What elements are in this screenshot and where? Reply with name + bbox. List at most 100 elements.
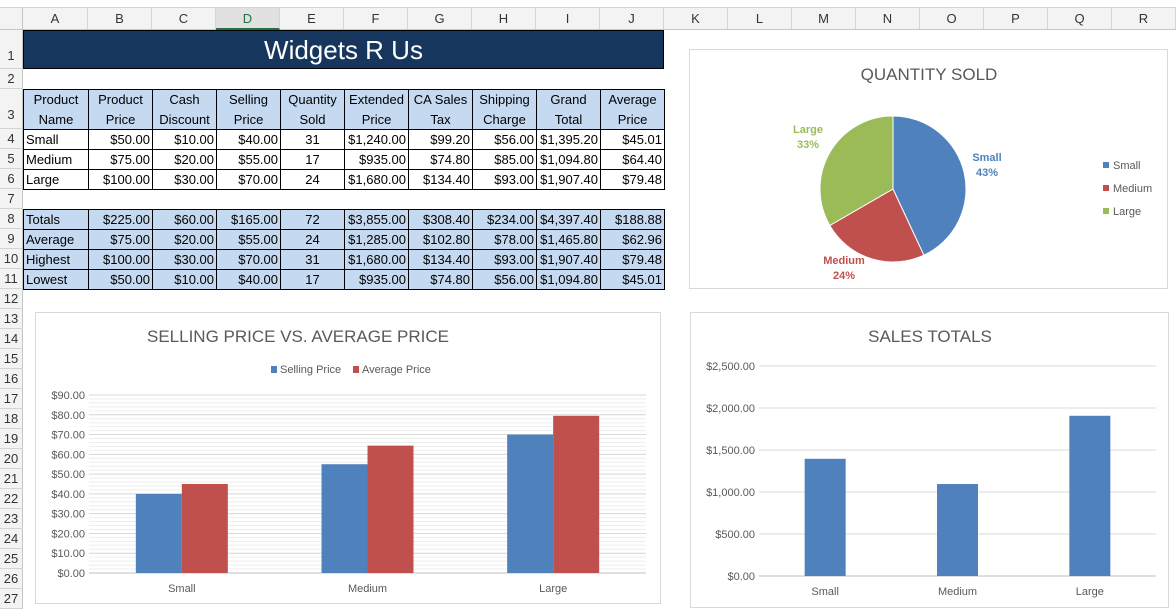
row-header-20[interactable]: 20 <box>0 449 23 469</box>
selling-vs-average-chart[interactable]: SELLING PRICE VS. AVERAGE PRICE $0.00 $10.… <box>35 312 661 604</box>
value-cell[interactable]: $62.96 <box>600 229 665 250</box>
row-header-4[interactable]: 4 <box>0 129 23 149</box>
row-header-22[interactable]: 22 <box>0 489 23 509</box>
value-cell[interactable]: $74.80 <box>408 149 473 170</box>
value-cell[interactable]: $1,094.80 <box>536 269 601 290</box>
value-cell[interactable]: $30.00 <box>152 249 217 270</box>
value-cell[interactable]: $50.00 <box>88 129 153 150</box>
column-header-N[interactable]: N <box>856 8 920 30</box>
value-cell[interactable]: $40.00 <box>216 269 281 290</box>
value-cell[interactable]: $1,285.00 <box>344 229 409 250</box>
value-cell[interactable]: 31 <box>280 249 345 270</box>
row-header-9[interactable]: 9 <box>0 229 23 249</box>
row-header-15[interactable]: 15 <box>0 349 23 369</box>
value-cell[interactable]: $74.80 <box>408 269 473 290</box>
row-header-8[interactable]: 8 <box>0 209 23 229</box>
row-header-27[interactable]: 27 <box>0 589 23 609</box>
value-cell[interactable]: $55.00 <box>216 229 281 250</box>
column-header-P[interactable]: P <box>984 8 1048 30</box>
value-cell[interactable]: $165.00 <box>216 209 281 230</box>
value-cell[interactable]: $225.00 <box>88 209 153 230</box>
value-cell[interactable]: $134.40 <box>408 169 473 190</box>
column-header-K[interactable]: K <box>664 8 728 30</box>
value-cell[interactable]: $1,240.00 <box>344 129 409 150</box>
value-cell[interactable]: $30.00 <box>152 169 217 190</box>
column-header-C[interactable]: C <box>152 8 216 30</box>
row-header-3[interactable]: 3 <box>0 89 23 129</box>
bar-medium-selling-price[interactable] <box>321 464 368 573</box>
value-cell[interactable]: $1,907.40 <box>536 169 601 190</box>
pie-slice-small[interactable] <box>892 115 967 256</box>
bar-small-selling-price[interactable] <box>135 493 182 573</box>
value-cell[interactable]: $1,907.40 <box>536 249 601 270</box>
pie-slice-medium[interactable] <box>829 188 925 263</box>
header-cell[interactable]: CA Sales Tax <box>408 89 473 130</box>
value-cell[interactable]: $1,680.00 <box>344 169 409 190</box>
value-cell[interactable]: 17 <box>280 149 345 170</box>
quantity-sold-chart[interactable]: QUANTITY SOLD Small 43% Small Medium 24% Mediu… <box>689 49 1168 289</box>
value-cell[interactable]: $70.00 <box>216 249 281 270</box>
bar-large-selling-price[interactable] <box>507 434 554 573</box>
value-cell[interactable]: 17 <box>280 269 345 290</box>
row-header-1[interactable]: 1 <box>0 30 23 69</box>
value-cell[interactable]: $60.00 <box>152 209 217 230</box>
value-cell[interactable]: 31 <box>280 129 345 150</box>
sheet-title[interactable]: Widgets R Us <box>23 30 664 69</box>
row-header-7[interactable]: 7 <box>0 189 23 209</box>
column-header-J[interactable]: J <box>600 8 664 30</box>
value-cell[interactable]: $1,094.80 <box>536 149 601 170</box>
value-cell[interactable]: $4,397.40 <box>536 209 601 230</box>
value-cell[interactable]: $100.00 <box>88 249 153 270</box>
row-header-18[interactable]: 18 <box>0 409 23 429</box>
column-header-R[interactable]: R <box>1112 8 1176 30</box>
bar-large-average-price[interactable] <box>553 415 600 573</box>
value-cell[interactable]: 24 <box>280 229 345 250</box>
header-cell[interactable]: Grand Total <box>536 89 601 130</box>
value-cell[interactable]: $10.00 <box>152 269 217 290</box>
value-cell[interactable]: $20.00 <box>152 149 217 170</box>
value-cell[interactable]: $1,395.20 <box>536 129 601 150</box>
row-label-cell[interactable]: Medium <box>23 149 89 170</box>
bar-medium-average-price[interactable] <box>367 445 414 573</box>
row-label-cell[interactable]: Highest <box>23 249 89 270</box>
row-header-24[interactable]: 24 <box>0 529 23 549</box>
value-cell[interactable]: $10.00 <box>152 129 217 150</box>
value-cell[interactable]: $45.01 <box>600 129 665 150</box>
column-header-M[interactable]: M <box>792 8 856 30</box>
value-cell[interactable]: 24 <box>280 169 345 190</box>
header-cell[interactable]: Selling Price <box>216 89 281 130</box>
value-cell[interactable]: $40.00 <box>216 129 281 150</box>
row-label-cell[interactable]: Average <box>23 229 89 250</box>
value-cell[interactable]: $3,855.00 <box>344 209 409 230</box>
row-header-19[interactable]: 19 <box>0 429 23 449</box>
row-header-16[interactable]: 16 <box>0 369 23 389</box>
value-cell[interactable]: $935.00 <box>344 269 409 290</box>
row-header-23[interactable]: 23 <box>0 509 23 529</box>
value-cell[interactable]: $99.20 <box>408 129 473 150</box>
column-header-D[interactable]: D <box>216 8 280 30</box>
row-header-13[interactable]: 13 <box>0 309 23 329</box>
column-header-Q[interactable]: Q <box>1048 8 1112 30</box>
value-cell[interactable]: $20.00 <box>152 229 217 250</box>
column-header-E[interactable]: E <box>280 8 344 30</box>
value-cell[interactable]: $234.00 <box>472 209 537 230</box>
row-header-26[interactable]: 26 <box>0 569 23 589</box>
sales-totals-chart[interactable]: SALES TOTALS $0.00 $500.00 $1,000.00 $1,500.… <box>690 312 1169 608</box>
value-cell[interactable]: $79.48 <box>600 249 665 270</box>
row-label-cell[interactable]: Totals <box>23 209 89 230</box>
row-label-cell[interactable]: Small <box>23 129 89 150</box>
column-header-I[interactable]: I <box>536 8 600 30</box>
pie-slice-large[interactable] <box>819 115 894 227</box>
row-header-5[interactable]: 5 <box>0 149 23 169</box>
value-cell[interactable]: $78.00 <box>472 229 537 250</box>
bar-small[interactable] <box>804 458 846 576</box>
value-cell[interactable]: $70.00 <box>216 169 281 190</box>
value-cell[interactable]: $188.88 <box>600 209 665 230</box>
value-cell[interactable]: $64.40 <box>600 149 665 170</box>
value-cell[interactable]: $85.00 <box>472 149 537 170</box>
row-header-2[interactable]: 2 <box>0 69 23 89</box>
row-header-12[interactable]: 12 <box>0 289 23 309</box>
value-cell[interactable]: 72 <box>280 209 345 230</box>
column-header-H[interactable]: H <box>472 8 536 30</box>
value-cell[interactable]: $93.00 <box>472 169 537 190</box>
